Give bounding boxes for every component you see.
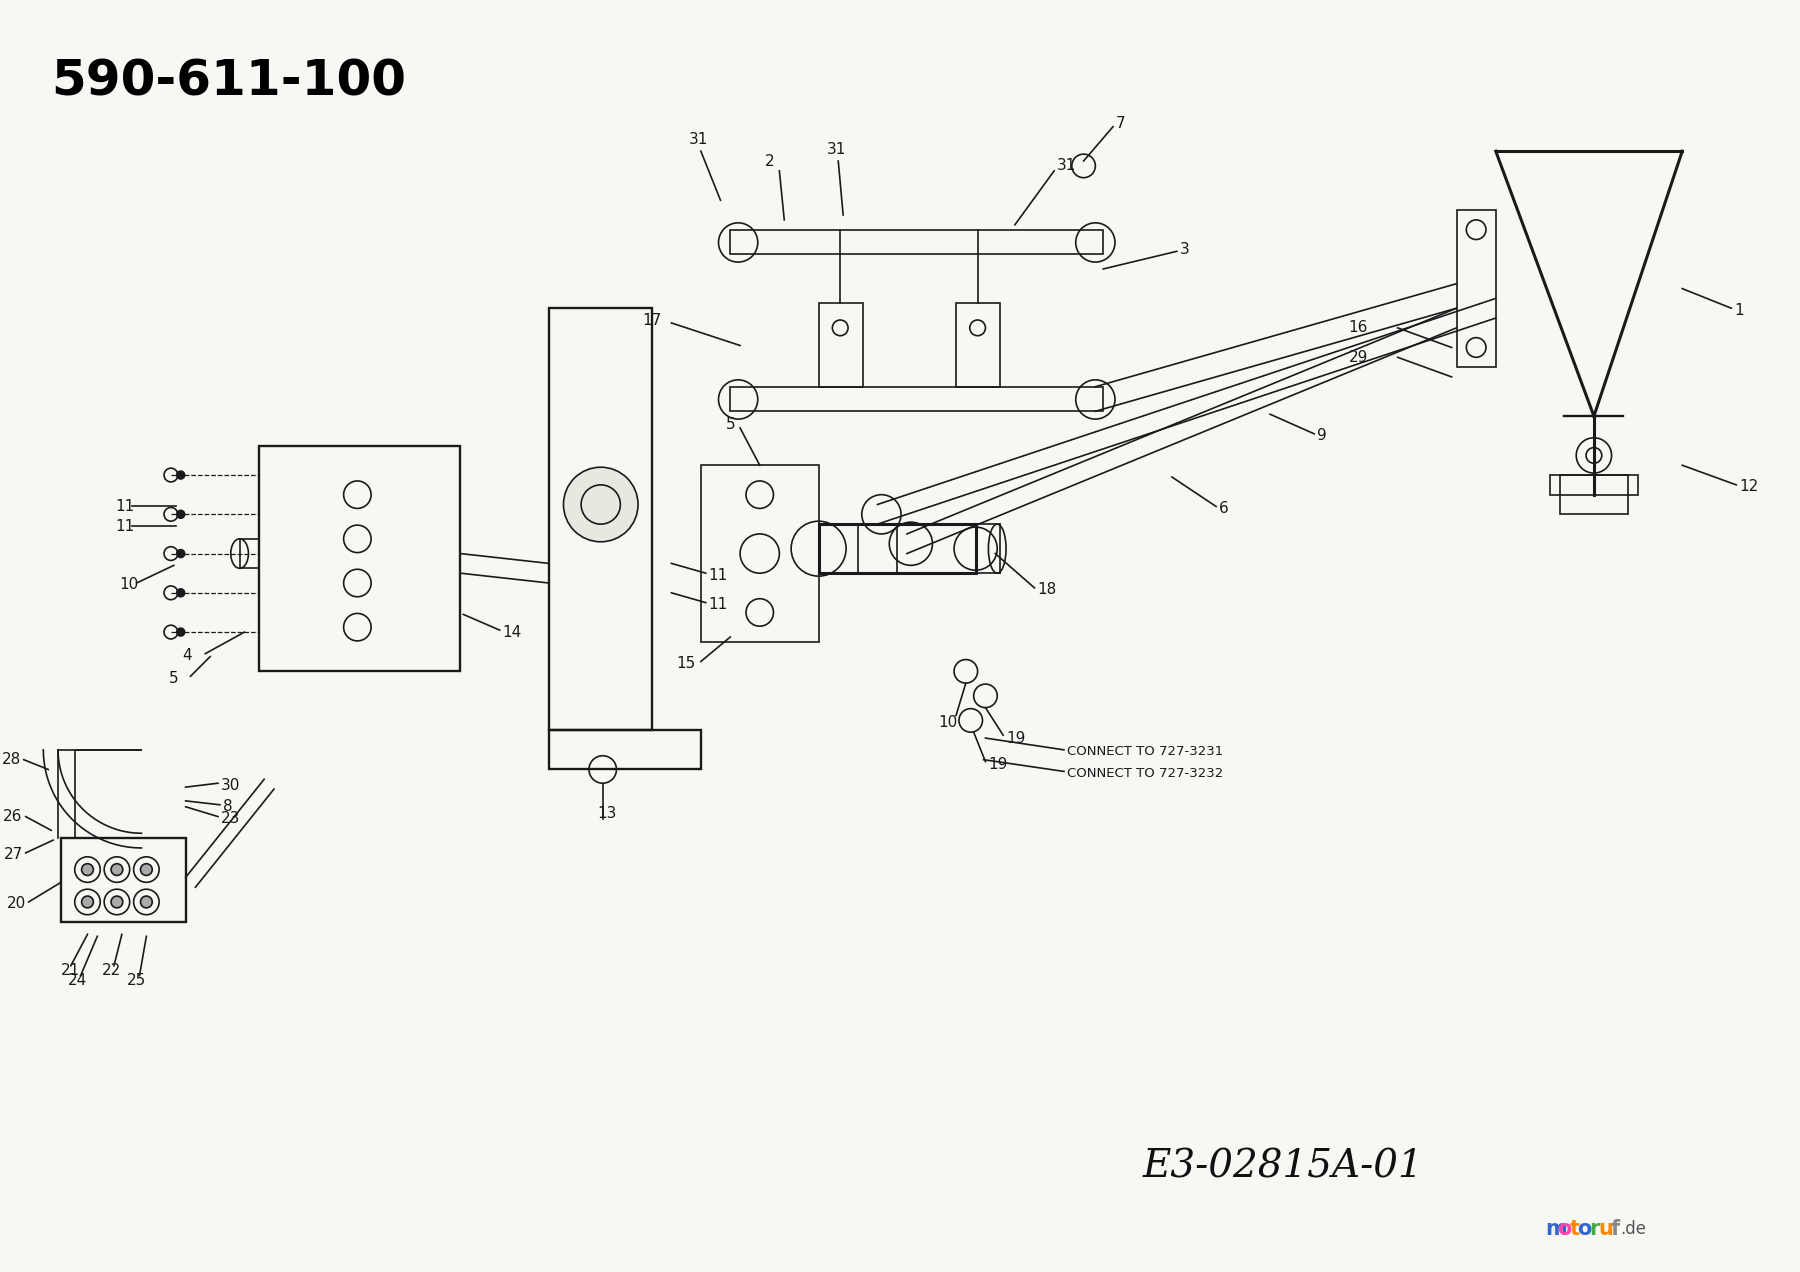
Text: 25: 25 (126, 973, 146, 988)
Text: 5: 5 (169, 670, 178, 686)
Text: u: u (1598, 1219, 1613, 1239)
Text: 11: 11 (115, 499, 135, 514)
Text: 15: 15 (677, 656, 695, 670)
Text: m: m (1544, 1219, 1566, 1239)
Text: 3: 3 (1179, 242, 1190, 257)
Text: 13: 13 (598, 806, 617, 822)
Circle shape (81, 864, 94, 875)
Text: 31: 31 (1057, 159, 1076, 173)
Text: 18: 18 (1037, 583, 1057, 598)
Text: 8: 8 (223, 799, 232, 814)
Circle shape (563, 467, 637, 542)
Text: 23: 23 (221, 812, 241, 826)
Text: 10: 10 (119, 577, 139, 593)
Text: 2: 2 (765, 154, 774, 168)
Text: 31: 31 (689, 132, 709, 148)
Text: 4: 4 (182, 649, 193, 663)
Text: 590-611-100: 590-611-100 (50, 59, 407, 106)
Text: 19: 19 (988, 757, 1008, 772)
Circle shape (140, 864, 153, 875)
Circle shape (112, 864, 122, 875)
Text: 26: 26 (4, 809, 23, 824)
Text: E3-02815A-01: E3-02815A-01 (1143, 1149, 1424, 1186)
Circle shape (81, 895, 94, 908)
Circle shape (140, 895, 153, 908)
Circle shape (176, 471, 185, 480)
Text: o: o (1557, 1219, 1571, 1239)
Text: 11: 11 (115, 519, 135, 533)
Text: 16: 16 (1348, 321, 1368, 336)
Circle shape (176, 550, 185, 557)
Text: 10: 10 (938, 715, 958, 730)
Text: 5: 5 (725, 416, 734, 431)
Text: 30: 30 (221, 777, 241, 792)
Text: 27: 27 (4, 847, 23, 862)
Text: o: o (1577, 1219, 1591, 1239)
Circle shape (176, 510, 185, 518)
Text: 17: 17 (643, 313, 661, 328)
Text: 14: 14 (502, 625, 522, 640)
Text: 21: 21 (61, 963, 81, 978)
Text: 11: 11 (709, 597, 727, 612)
Text: 28: 28 (2, 752, 22, 767)
Circle shape (176, 628, 185, 636)
Text: .de: .de (1620, 1220, 1647, 1238)
Text: 22: 22 (103, 963, 121, 978)
Text: 6: 6 (1219, 501, 1229, 516)
Text: r: r (1589, 1219, 1600, 1239)
Text: 20: 20 (7, 897, 25, 912)
Text: 9: 9 (1318, 429, 1327, 444)
Text: 7: 7 (1116, 116, 1125, 131)
Text: CONNECT TO 727-3231: CONNECT TO 727-3231 (1067, 745, 1224, 758)
Text: t: t (1570, 1219, 1579, 1239)
Text: 19: 19 (1006, 730, 1026, 745)
Text: 11: 11 (709, 567, 727, 583)
Circle shape (176, 589, 185, 597)
Text: 24: 24 (68, 973, 86, 988)
Text: CONNECT TO 727-3232: CONNECT TO 727-3232 (1067, 767, 1224, 780)
Text: 1: 1 (1733, 303, 1744, 318)
Text: 31: 31 (826, 141, 846, 156)
Circle shape (112, 895, 122, 908)
Text: f: f (1611, 1219, 1620, 1239)
Text: 12: 12 (1739, 480, 1759, 495)
Text: 29: 29 (1348, 350, 1368, 365)
